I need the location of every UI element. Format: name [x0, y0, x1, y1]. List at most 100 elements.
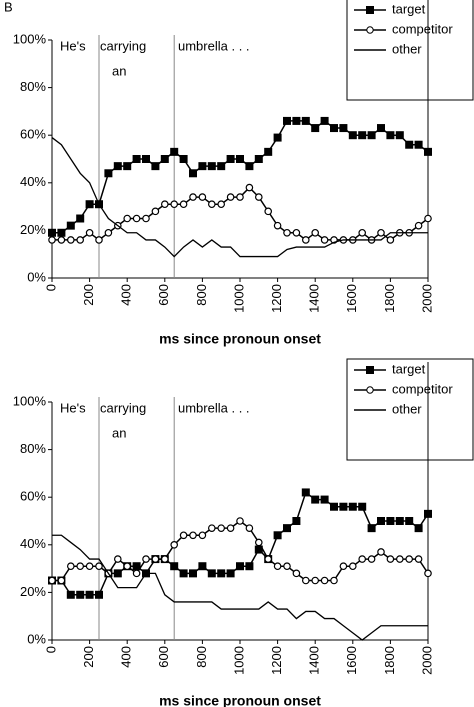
marker	[179, 531, 188, 540]
marker	[76, 214, 85, 223]
marker	[367, 524, 376, 533]
marker	[48, 236, 56, 244]
y-tick-label: 0%	[27, 269, 46, 284]
marker	[273, 221, 282, 230]
marker	[386, 131, 395, 140]
marker	[160, 155, 169, 163]
marker	[358, 228, 367, 237]
marker	[198, 562, 207, 571]
marker	[104, 169, 113, 178]
marker	[161, 555, 169, 563]
marker	[123, 562, 132, 571]
marker	[245, 562, 254, 571]
x-axis-label: ms since pronoun onset	[159, 693, 321, 707]
marker	[226, 155, 235, 163]
marker	[76, 590, 85, 599]
marker	[85, 590, 94, 599]
marker	[311, 495, 320, 504]
y-tick-label: 60%	[20, 489, 46, 504]
marker	[85, 228, 94, 237]
marker	[348, 502, 357, 511]
annotation: umbrella . . .	[178, 400, 250, 415]
x-tick-label: 1200	[269, 646, 284, 675]
marker	[189, 531, 197, 540]
legend-marker	[366, 366, 374, 374]
marker	[208, 200, 216, 209]
x-tick-label: 2000	[419, 646, 434, 675]
marker	[377, 124, 385, 133]
x-tick-label: 1800	[382, 284, 397, 313]
marker	[208, 524, 216, 532]
marker	[132, 569, 141, 578]
marker	[236, 517, 244, 525]
marker	[170, 200, 179, 209]
series-line	[51, 137, 428, 258]
marker	[424, 569, 432, 578]
marker	[76, 236, 85, 244]
marker	[217, 524, 226, 532]
marker	[414, 140, 423, 149]
marker	[367, 131, 376, 140]
marker	[57, 576, 66, 585]
marker	[254, 538, 263, 547]
marker	[292, 228, 301, 237]
x-tick-label: 1400	[307, 646, 322, 675]
marker	[301, 116, 310, 125]
y-tick-label: 20%	[20, 584, 46, 599]
marker	[386, 517, 395, 525]
series-line	[52, 534, 428, 641]
marker	[217, 200, 226, 209]
marker	[405, 140, 414, 149]
x-tick-label: 1400	[307, 284, 322, 313]
marker	[67, 236, 75, 244]
marker	[264, 147, 273, 156]
marker	[142, 155, 150, 163]
marker	[132, 562, 141, 571]
marker	[236, 155, 244, 163]
marker	[264, 207, 273, 216]
marker	[189, 169, 197, 178]
marker	[424, 214, 432, 223]
marker	[377, 548, 385, 556]
x-tick-label: 1600	[344, 284, 359, 313]
marker	[414, 221, 423, 230]
marker	[424, 147, 432, 156]
marker	[254, 155, 263, 163]
marker	[405, 517, 414, 525]
marker	[386, 236, 395, 244]
marker	[245, 524, 254, 532]
marker	[226, 569, 235, 578]
marker	[66, 221, 75, 230]
annotation: He's	[60, 38, 86, 53]
marker	[142, 214, 150, 223]
marker	[151, 555, 160, 563]
x-tick-label: 200	[81, 646, 96, 668]
marker	[198, 162, 207, 171]
marker	[320, 116, 329, 125]
marker	[283, 562, 291, 571]
legend-label: competitor	[392, 381, 453, 396]
marker	[236, 562, 244, 571]
x-tick-label: 800	[194, 646, 209, 668]
marker	[273, 562, 282, 571]
marker	[292, 569, 301, 578]
x-tick-label: 2000	[419, 284, 434, 313]
marker	[67, 562, 75, 571]
legend-marker	[366, 386, 374, 394]
x-tick-label: 800	[194, 284, 209, 306]
marker	[85, 200, 94, 209]
marker	[311, 228, 320, 237]
marker	[113, 162, 122, 171]
y-tick-label: 60%	[20, 127, 46, 142]
marker	[151, 162, 160, 171]
legend-label: target	[392, 361, 426, 376]
marker	[283, 524, 291, 533]
marker	[264, 555, 273, 563]
marker	[405, 555, 414, 563]
annotation: umbrella . . .	[178, 38, 250, 53]
marker	[395, 555, 404, 563]
marker	[95, 562, 103, 571]
marker	[57, 228, 66, 237]
legend-label: target	[392, 1, 426, 16]
